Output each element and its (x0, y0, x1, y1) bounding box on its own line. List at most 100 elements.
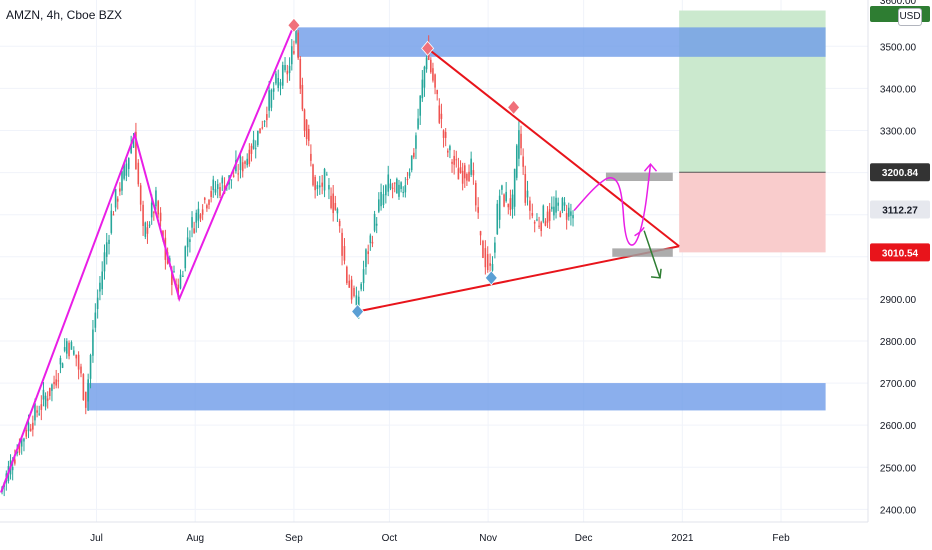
candle-body (290, 46, 293, 65)
candle-body (484, 248, 487, 268)
candle-body (430, 59, 432, 73)
y-axis-tick-label: 3300.00 (880, 127, 917, 138)
candle-body (489, 263, 491, 266)
candle-body (272, 88, 275, 92)
candle-body (25, 429, 28, 437)
candle-body (455, 159, 458, 161)
candle-body (65, 341, 68, 354)
candle-body (186, 237, 189, 248)
candle-body (346, 266, 348, 284)
candle-body (522, 156, 524, 167)
y-axis-background (868, 0, 932, 550)
candle-body (369, 235, 372, 243)
candle-body (393, 182, 396, 184)
candle-body (108, 239, 110, 245)
candle-body (501, 185, 503, 190)
candle-body (49, 387, 51, 396)
candle-body (474, 182, 477, 206)
candle-body (14, 459, 16, 464)
candle-body (216, 184, 219, 190)
candles-layer (1, 26, 574, 497)
candle-body (321, 182, 323, 187)
triangle-upper-trendline (427, 47, 680, 248)
candle-body (406, 179, 409, 181)
candle-body (375, 223, 378, 226)
candle-body (538, 225, 540, 227)
candle-body (212, 179, 215, 191)
y-axis-tick-label: 2800.00 (880, 337, 917, 348)
candle-body (312, 164, 314, 186)
candle-body (396, 178, 398, 194)
candle-body (277, 77, 280, 88)
candle-body (544, 221, 547, 226)
candle-body (457, 168, 460, 180)
candle-body (551, 206, 553, 210)
candle-body (270, 89, 273, 108)
candle-body (529, 200, 531, 211)
candle-body (20, 438, 23, 447)
candle-body (410, 155, 413, 171)
candle-body (268, 90, 270, 111)
candle-body (326, 174, 328, 176)
candle-body (293, 51, 295, 54)
candle-body (42, 389, 45, 400)
candle-body (203, 197, 206, 200)
candle-body (425, 57, 428, 70)
candle-body (259, 128, 261, 134)
pivot-high-marker (421, 40, 435, 57)
candle-body (559, 212, 562, 217)
candle-body (246, 158, 249, 166)
price-tag-target (870, 163, 930, 182)
candle-body (125, 163, 128, 176)
candle-body (61, 363, 64, 368)
candle-body (144, 222, 147, 237)
candle-body (70, 342, 73, 350)
y-axis-top-label: 3600.00 (880, 0, 917, 7)
candle-body (208, 200, 210, 205)
candle-body (360, 283, 362, 290)
candle-body (299, 58, 302, 89)
candle-body (34, 403, 36, 421)
candle-body (112, 214, 115, 216)
candle-body (419, 95, 422, 116)
pivot-high-marker (287, 17, 301, 33)
candle-body (434, 74, 436, 88)
candle-body (237, 173, 239, 175)
price-tag-stop (870, 243, 930, 262)
candle-body (263, 121, 266, 123)
projection-arrowhead (643, 163, 658, 172)
candle-body (477, 207, 479, 213)
y-axis-tick-label: 3400.00 (880, 84, 917, 95)
candle-body (373, 213, 376, 231)
candle-body (295, 30, 297, 43)
candle-body (11, 467, 14, 471)
candle-body (328, 185, 330, 190)
candle-body (142, 204, 144, 226)
candle-body (449, 146, 451, 151)
candle-body (221, 177, 224, 184)
candle-body (408, 172, 411, 176)
candle-body (459, 167, 462, 173)
candle-body (73, 350, 75, 355)
candle-body (380, 192, 382, 207)
candle-body (453, 155, 455, 165)
candle-body (524, 174, 527, 203)
candle-body (139, 185, 142, 205)
price-tag-label: 3010.54 (882, 248, 919, 259)
zones-layer (86, 10, 826, 411)
candle-body (193, 228, 195, 234)
currency-button[interactable]: USD (898, 8, 922, 26)
candle-body (444, 132, 447, 138)
candle-body (284, 65, 286, 71)
candle-body (99, 282, 101, 292)
candle-body (440, 113, 443, 119)
candle-body (391, 187, 394, 189)
candle-body (305, 119, 308, 140)
candle-body (40, 404, 43, 410)
pivot-high-marker (507, 99, 521, 115)
candle-body (432, 68, 434, 81)
candle-body (84, 391, 87, 408)
candle-body (316, 185, 319, 189)
